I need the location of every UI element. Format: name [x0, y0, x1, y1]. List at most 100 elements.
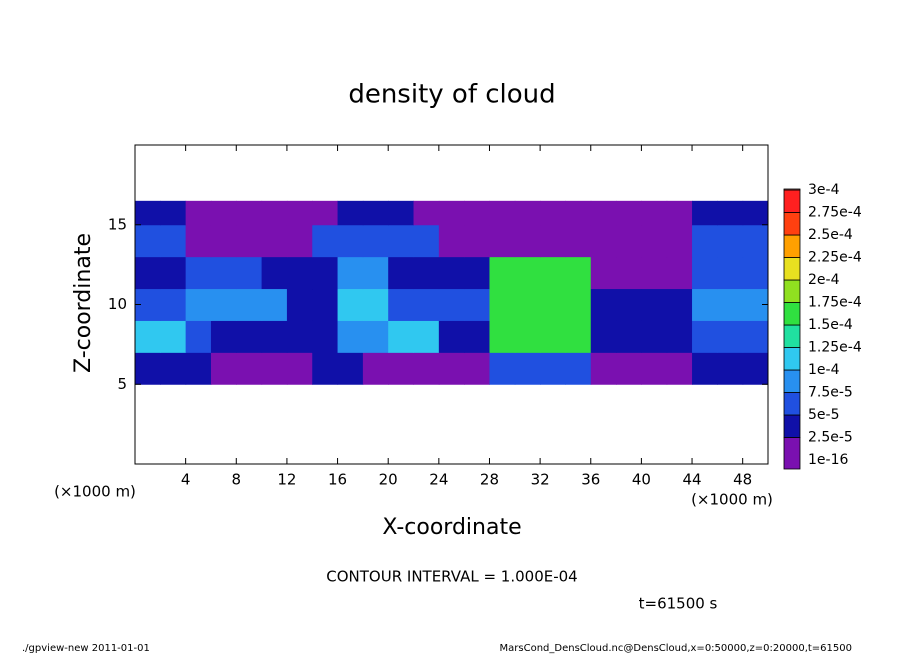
- cell: [565, 320, 592, 353]
- cell: [210, 256, 237, 290]
- cell: [489, 288, 516, 321]
- cell: [362, 224, 389, 258]
- cell: [590, 256, 617, 290]
- x-tick-label: 40: [632, 471, 651, 489]
- cell: [616, 288, 642, 321]
- cell: [616, 320, 642, 353]
- colorbar-box: [783, 234, 801, 258]
- cell: [185, 200, 212, 226]
- cell: [540, 200, 566, 226]
- x-axis-label: X-coordinate: [382, 515, 521, 540]
- cell: [286, 288, 313, 321]
- cell: [337, 200, 364, 226]
- cell: [590, 320, 617, 353]
- cell: [388, 352, 415, 385]
- cell: [261, 200, 288, 226]
- cell: [489, 256, 516, 290]
- cell: [413, 352, 440, 385]
- cell: [312, 352, 339, 385]
- cell: [362, 256, 389, 290]
- cell: [565, 288, 592, 321]
- cell: [489, 224, 516, 258]
- cell: [692, 200, 718, 226]
- cell: [540, 320, 566, 353]
- cell: [514, 256, 541, 290]
- colorbar-label: 5e-5: [808, 407, 839, 423]
- cell: [464, 352, 490, 385]
- cell: [413, 256, 440, 290]
- colorbar-box: [783, 369, 801, 393]
- colorbar-label: 2.5e-4: [808, 227, 853, 243]
- cell: [286, 224, 313, 258]
- cell: [312, 256, 339, 290]
- cell: [388, 256, 415, 290]
- cell: [135, 320, 161, 353]
- colorbar-box: [783, 347, 801, 371]
- cell: [185, 256, 212, 290]
- cell: [185, 352, 212, 385]
- cell: [565, 256, 592, 290]
- colorbar-label: 2.25e-4: [808, 250, 862, 266]
- cell: [413, 320, 440, 353]
- cell: [641, 352, 668, 385]
- colorbar-label: 1.75e-4: [808, 295, 862, 311]
- x-tick-label: 28: [480, 471, 499, 489]
- cell: [286, 320, 313, 353]
- cell: [666, 288, 693, 321]
- cell: [590, 200, 617, 226]
- colorbar-box: [783, 257, 801, 281]
- colorbar-box: [783, 212, 801, 236]
- cell: [540, 288, 566, 321]
- x-tick-label: 32: [531, 471, 550, 489]
- cell: [717, 352, 744, 385]
- cell: [514, 224, 541, 258]
- cell: [388, 224, 415, 258]
- colorbar-label: 1e-16: [808, 452, 848, 468]
- cell: [362, 352, 389, 385]
- colorbar-label: 1e-4: [808, 362, 840, 378]
- cell: [337, 320, 364, 353]
- chart-title: density of cloud: [348, 80, 555, 110]
- cell: [514, 352, 541, 385]
- cell: [337, 352, 364, 385]
- cell: [312, 224, 339, 258]
- cell: [261, 288, 288, 321]
- y-axis-label: Z-coordinate: [71, 233, 96, 373]
- cell: [413, 200, 440, 226]
- cell: [261, 256, 288, 290]
- cell: [160, 224, 187, 258]
- cell: [514, 320, 541, 353]
- cell: [236, 352, 263, 385]
- cell: [742, 200, 769, 226]
- cell: [717, 288, 744, 321]
- cell: [210, 224, 237, 258]
- cell: [210, 320, 237, 353]
- cell: [135, 200, 161, 226]
- cell: [692, 320, 718, 353]
- cell: [692, 288, 718, 321]
- cell: [337, 288, 364, 321]
- cell: [464, 256, 490, 290]
- cell: [362, 200, 389, 226]
- cell: [641, 288, 668, 321]
- cell: [236, 200, 263, 226]
- cell: [438, 352, 465, 385]
- x-tick-label: 48: [733, 471, 752, 489]
- contour-interval: CONTOUR INTERVAL = 1.000E-04: [326, 568, 577, 586]
- cell: [210, 352, 237, 385]
- cell: [666, 352, 693, 385]
- cell: [565, 352, 592, 385]
- x-unit: (×1000 m): [691, 491, 773, 509]
- x-tick-label: 8: [232, 471, 242, 489]
- cell: [236, 320, 263, 353]
- cell: [540, 224, 566, 258]
- cell: [236, 224, 263, 258]
- cell: [160, 256, 187, 290]
- time-label: t=61500 s: [639, 595, 718, 613]
- x-tick-label: 36: [581, 471, 600, 489]
- cell: [210, 288, 237, 321]
- cell: [438, 288, 465, 321]
- y-tick-label: 10: [108, 295, 127, 313]
- cell: [261, 224, 288, 258]
- cell: [666, 320, 693, 353]
